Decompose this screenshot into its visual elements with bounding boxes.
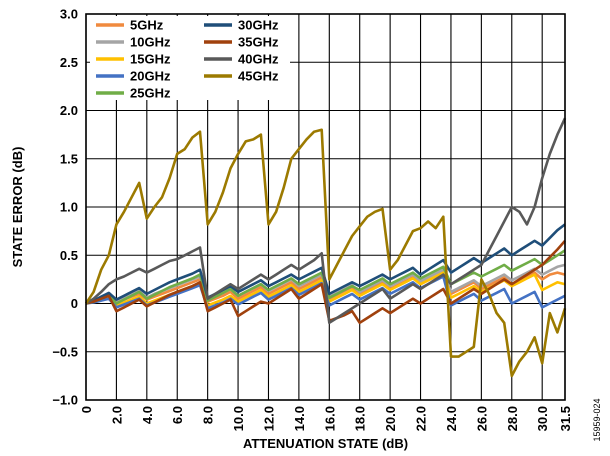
- y-tick-label: 1.0: [60, 200, 78, 215]
- x-tick-label: 8.0: [201, 406, 216, 424]
- x-tick-label: 26.0: [474, 406, 489, 431]
- legend-label-35ghz: 35GHz: [238, 35, 279, 50]
- x-tick-label: 16.0: [322, 406, 337, 431]
- legend-label-15ghz: 15GHz: [130, 52, 171, 67]
- x-tick-label: 6.0: [170, 406, 185, 424]
- legend-label-20ghz: 20GHz: [130, 69, 171, 84]
- legend-label-30ghz: 30GHz: [238, 18, 279, 33]
- x-tick-label: 14.0: [292, 406, 307, 431]
- y-tick-label: 0.5: [60, 248, 78, 263]
- y-tick-label: 2.5: [60, 55, 78, 70]
- x-tick-label: 31.5: [558, 406, 573, 431]
- x-tick-label: 4.0: [140, 406, 155, 424]
- x-tick-label: 12.0: [261, 406, 276, 431]
- y-tick-label: 2.0: [60, 103, 78, 118]
- x-tick-label: 30.0: [535, 406, 550, 431]
- series-line-40ghz: [85, 117, 567, 325]
- legend: 5GHz 10GHz 15GHz 20GHz 25GHz 30GHz 35GHz 40GHz 4…: [96, 18, 279, 101]
- x-tick-labels: 0 2.0 4.0 6.0 8.0 10.0 12.0 14.0 16.0 18.0 20.0 22.…: [79, 406, 573, 431]
- x-tick-label: 28.0: [505, 406, 520, 431]
- series-line-35ghz: [85, 239, 566, 325]
- legend-label-45ghz: 45GHz: [238, 69, 279, 84]
- legend-label-10ghz: 10GHz: [130, 35, 171, 50]
- legend-label-25ghz: 25GHz: [130, 86, 171, 101]
- legend-label-40ghz: 40GHz: [238, 52, 279, 67]
- series-lines: [84, 117, 567, 378]
- x-tick-label: 24.0: [444, 406, 459, 431]
- x-tick-label: 18.0: [353, 406, 368, 431]
- legend-label-5ghz: 5GHz: [130, 18, 164, 33]
- x-tick-label: 22.0: [414, 406, 429, 431]
- y-axis-title: STATE ERROR (dB): [10, 147, 25, 268]
- y-tick-label: 3.0: [60, 7, 78, 22]
- y-tick-label: 1.5: [60, 151, 78, 166]
- y-tick-labels: −1.0 −0.5 0 0.5 1.0 1.5 2.0 2.5 3.0: [52, 7, 78, 408]
- y-tick-label: −1.0: [52, 393, 78, 408]
- x-axis-title: ATTENUATION STATE (dB): [243, 436, 408, 451]
- plot-frame: [85, 13, 566, 401]
- series-line-45ghz: [84, 128, 567, 378]
- x-tick-label: 20.0: [383, 406, 398, 431]
- figure-id: 15959-024: [592, 398, 602, 441]
- x-tick-label: 0: [79, 406, 94, 413]
- x-tick-label: 10.0: [231, 406, 246, 431]
- y-tick-label: 0: [71, 296, 78, 311]
- y-tick-label: −0.5: [52, 344, 78, 359]
- x-tick-label: 2.0: [109, 406, 124, 424]
